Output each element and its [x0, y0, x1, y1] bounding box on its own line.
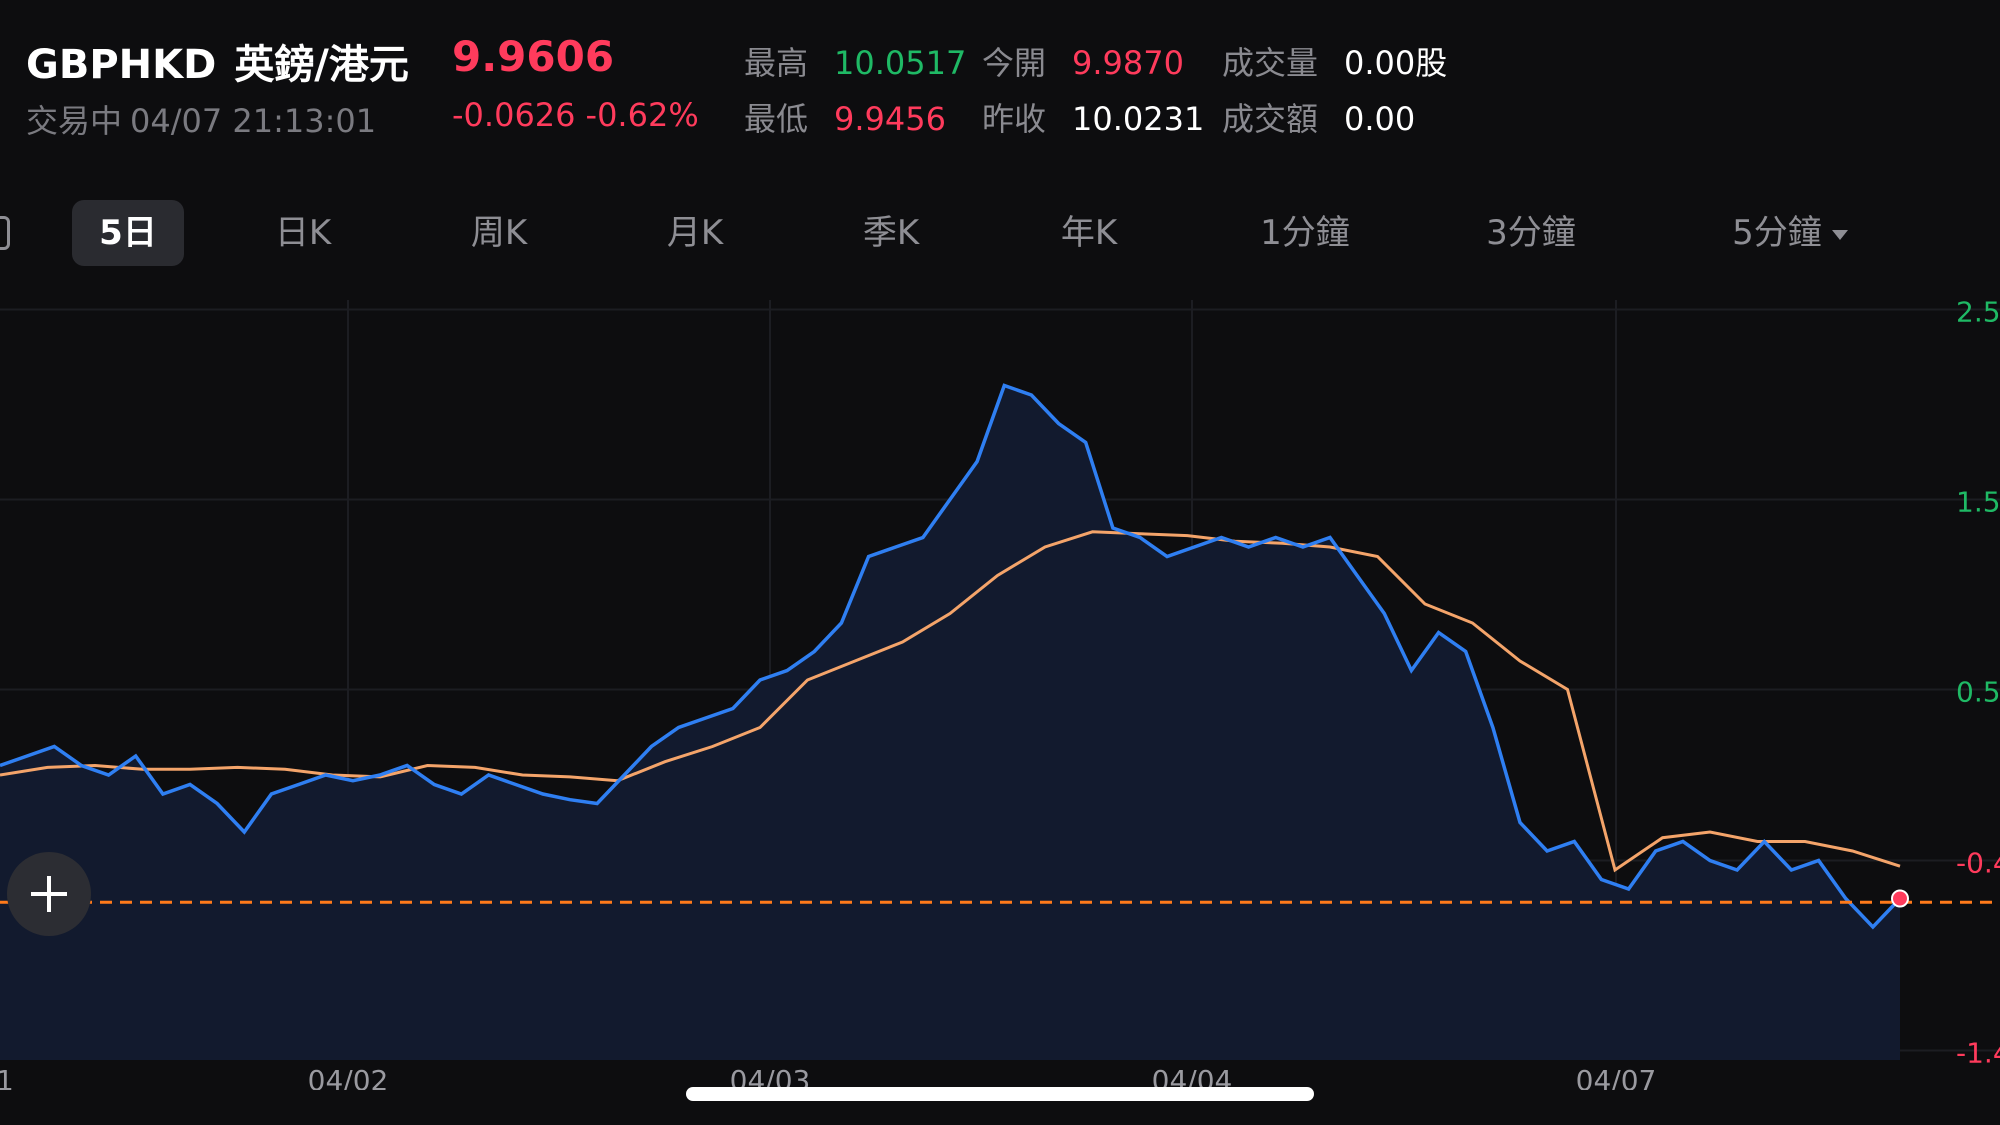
- change-value: -0.0626: [452, 96, 576, 134]
- x-tick-label: 04/03: [730, 1064, 811, 1090]
- symbol: GBPHKD: [26, 42, 217, 88]
- stat-prev-close: 昨收 10.0231: [982, 94, 1204, 140]
- stat-prev-close-value: 10.0231: [1072, 100, 1205, 138]
- y-tick-label: 1.5: [1956, 486, 2000, 519]
- instrument-title: GBPHKD 英鎊/港元: [26, 32, 409, 90]
- tab-5-day[interactable]: 5日: [72, 200, 184, 266]
- stat-low: 最低 9.9456: [744, 94, 946, 140]
- plus-icon-v: [47, 876, 51, 912]
- stat-low-label: 最低: [744, 100, 809, 138]
- tab-month-k[interactable]: 月K: [666, 213, 724, 253]
- zoom-plus-button[interactable]: [7, 852, 91, 936]
- chart-settings-icon[interactable]: [0, 216, 10, 250]
- average-line: [0, 530, 1901, 873]
- quote-header: GBPHKD 英鎊/港元 9.9606 交易中 04/07 21:13:01 -0.…: [0, 0, 2000, 140]
- status-text: 交易中: [26, 102, 123, 140]
- tab-3-min[interactable]: 3分鐘: [1486, 213, 1576, 253]
- y-tick-label: 0.5: [1956, 676, 2000, 709]
- stat-volume-label: 成交量: [1222, 44, 1319, 82]
- stat-turnover-label: 成交額: [1222, 100, 1319, 138]
- last-price-dot: [1891, 889, 1909, 908]
- price-line: [0, 383, 1902, 930]
- stat-high-label: 最高: [744, 44, 809, 82]
- home-indicator[interactable]: [686, 1087, 1314, 1101]
- tab-5-min-dropdown[interactable]: 5分鐘: [1700, 200, 1880, 266]
- y-tick-label: -1.4: [1956, 1037, 2000, 1070]
- trading-status: 交易中 04/07 21:13:01: [26, 96, 376, 142]
- stat-high-value: 10.0517: [834, 44, 967, 82]
- y-tick-label: -0.4: [1956, 847, 2000, 880]
- tab-year-k[interactable]: 年K: [1060, 213, 1118, 253]
- tab-1-min[interactable]: 1分鐘: [1260, 213, 1350, 253]
- tab-quarter-k[interactable]: 季K: [862, 213, 920, 253]
- stat-low-value: 9.9456: [834, 100, 946, 138]
- stat-turnover: 成交額 0.00: [1222, 94, 1415, 140]
- timestamp: 04/07 21:13:01: [130, 102, 377, 140]
- stat-open: 今開 9.9870: [982, 38, 1184, 84]
- instrument-name: 英鎊/港元: [234, 42, 409, 88]
- change-percent: -0.62%: [585, 96, 699, 134]
- stat-prev-close-label: 昨收: [982, 100, 1047, 138]
- stat-turnover-value: 0.00: [1344, 100, 1416, 138]
- stat-high: 最高 10.0517: [744, 38, 966, 84]
- stat-volume: 成交量 0.00股: [1222, 38, 1447, 84]
- period-tabs: 5日 日K 周K 月K 季K 年K 1分鐘 3分鐘 5分鐘: [0, 196, 2000, 276]
- x-tick-label: 04/02: [308, 1064, 389, 1090]
- tab-week-k[interactable]: 周K: [470, 213, 528, 253]
- intraday-chart[interactable]: 2.5 1.5 0.5 -0.4 -1.4 1 04/02 04/03 04/04 04/07: [0, 290, 2000, 1090]
- chart-canvas: 2.5 1.5 0.5 -0.4 -1.4 1 04/02 04/03 04/04 04/07: [0, 296, 2000, 1090]
- tab-day-k[interactable]: 日K: [274, 213, 332, 253]
- stat-volume-value: 0.00股: [1344, 44, 1448, 82]
- last-price: 9.9606: [452, 32, 615, 81]
- price-change: -0.0626 -0.62%: [452, 96, 699, 134]
- x-tick-label: 04/07: [1576, 1064, 1657, 1090]
- tab-5-min-label: 5分鐘: [1732, 213, 1822, 253]
- y-tick-label: 2.5: [1956, 296, 2000, 329]
- x-tick-label: 1: [0, 1064, 14, 1090]
- stat-open-label: 今開: [982, 44, 1047, 82]
- dropdown-caret-icon: [1831, 229, 1848, 240]
- stat-open-value: 9.9870: [1072, 44, 1184, 82]
- x-tick-label: 04/04: [1152, 1064, 1233, 1090]
- price-area-fill: [0, 385, 1900, 1060]
